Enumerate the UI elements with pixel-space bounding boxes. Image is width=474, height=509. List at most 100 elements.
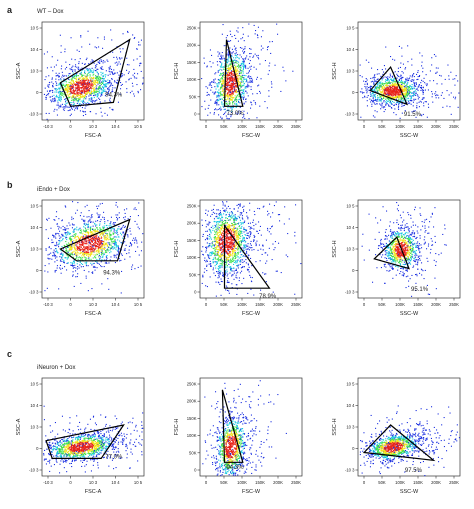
plot-frame <box>41 377 145 477</box>
y-tick-label: 250K <box>187 204 197 209</box>
y-tick-label: 10 3 <box>30 425 39 430</box>
y-tick-label: 10 5 <box>30 204 39 209</box>
x-tick-label: 200K <box>431 124 441 129</box>
y-tick-label: -10 3 <box>345 468 355 473</box>
x-axis-label: FSC-W <box>242 133 261 139</box>
y-tick-label: 10 3 <box>30 247 39 252</box>
flow-plot-panel: 77.0% -10 3 0 10 3 10 4 10 5 10 5 10 4 10 3 0 -10 … <box>16 377 145 495</box>
event-dots <box>43 405 144 474</box>
y-tick-label: 10 4 <box>30 225 39 230</box>
y-tick-label: 50K <box>189 272 197 277</box>
gate-percentage: 77.0% <box>105 454 123 460</box>
y-axis-label: SSC-A <box>16 418 22 435</box>
x-tick-label: 250K <box>449 302 459 307</box>
condition-label: WT – Dox <box>37 9 64 15</box>
gate-polygon <box>373 236 410 270</box>
x-tick-label: 0 <box>205 124 208 129</box>
gate-percentage: 94.3% <box>103 270 121 276</box>
y-axis-label: SSC-A <box>16 240 22 257</box>
gate-percentage: 95.1% <box>411 287 429 293</box>
gate-polygon <box>59 218 131 262</box>
flow-plot-panel: 73.0% 0 50K 100K 150K 200K 250K 250K 200K 150K 100… <box>174 21 303 139</box>
plot-frame <box>199 21 303 121</box>
y-tick-label: -10 3 <box>345 112 355 117</box>
x-axis-label: FSC-A <box>85 489 102 495</box>
row-letter: b <box>7 180 13 190</box>
gate-percentage: 78.9% <box>259 294 277 300</box>
x-tick-label: 150K <box>413 302 423 307</box>
x-tick-label: 10 4 <box>111 124 120 129</box>
y-tick-label: 10 4 <box>30 403 39 408</box>
condition-label: iNeuron + Dox <box>37 365 76 371</box>
y-tick-label: -10 3 <box>29 290 39 295</box>
y-tick-label: 10 5 <box>30 26 39 31</box>
y-tick-label: 10 4 <box>346 403 355 408</box>
x-tick-label: 150K <box>255 302 265 307</box>
y-tick-label: 0 <box>36 90 39 95</box>
y-tick-label: 0 <box>352 268 355 273</box>
gate-polygon <box>45 424 125 459</box>
x-axis-label: SSC-W <box>400 311 419 317</box>
flow-plot-panel: 94.3% 0 50K 100K 150K 200K 250K 250K 200K 150K 100… <box>174 377 303 495</box>
x-tick-label: 150K <box>413 124 423 129</box>
flow-plot-panel: 91.5% 0 50K 100K 150K 200K 250K 10 5 10 4 10 3 0 -1… <box>332 21 461 139</box>
gate-polygon <box>59 38 131 107</box>
x-tick-label: 0 <box>205 302 208 307</box>
x-tick-label: 10 4 <box>111 302 120 307</box>
gate-percentage: 73.0% <box>227 111 245 117</box>
y-tick-label: 10 3 <box>346 425 355 430</box>
gate-polygon <box>362 424 436 462</box>
x-tick-label: 50K <box>378 480 386 485</box>
y-tick-label: 10 5 <box>346 204 355 209</box>
x-tick-label: 50K <box>220 124 228 129</box>
y-tick-label: 10 5 <box>346 382 355 387</box>
x-tick-label: 10 5 <box>134 302 143 307</box>
x-tick-label: 100K <box>395 302 405 307</box>
y-axis-label: FSC-H <box>174 419 180 436</box>
event-dots <box>201 23 294 120</box>
event-dots <box>359 45 460 119</box>
gate-percentage: 91.5% <box>404 112 422 118</box>
y-tick-label: 10 4 <box>30 47 39 52</box>
y-tick-label: -10 3 <box>345 290 355 295</box>
event-dots <box>361 202 447 297</box>
event-dots <box>202 380 287 476</box>
y-axis-label: SSC-A <box>16 62 22 79</box>
y-tick-label: 10 5 <box>30 382 39 387</box>
y-tick-label: 0 <box>36 268 39 273</box>
x-tick-label: 100K <box>237 302 247 307</box>
x-tick-label: 10 3 <box>89 124 98 129</box>
y-tick-label: 100K <box>187 433 197 438</box>
x-tick-label: 250K <box>291 480 301 485</box>
x-tick-label: 100K <box>395 124 405 129</box>
y-tick-label: 100K <box>187 255 197 260</box>
y-tick-label: 10 3 <box>30 69 39 74</box>
y-tick-label: 10 5 <box>346 26 355 31</box>
plot-frame <box>199 199 303 299</box>
y-tick-label: 50K <box>189 450 197 455</box>
flow-plot-panel: 94.3% -10 3 0 10 3 10 4 10 5 10 5 10 4 10 3 0 -10 … <box>16 199 145 317</box>
x-axis-label: FSC-A <box>85 133 102 139</box>
x-tick-label: 10 4 <box>111 480 120 485</box>
y-tick-label: 200K <box>187 221 197 226</box>
x-tick-label: 150K <box>255 124 265 129</box>
y-tick-label: 150K <box>187 416 197 421</box>
flow-plot-panel: 78.9% 0 50K 100K 150K 200K 250K 250K 200K 150K 100… <box>174 199 303 317</box>
y-tick-label: 150K <box>187 238 197 243</box>
x-tick-label: 50K <box>378 124 386 129</box>
y-tick-label: 10 3 <box>346 69 355 74</box>
y-tick-label: 200K <box>187 43 197 48</box>
gate-percentage: 94.3% <box>105 92 123 98</box>
y-tick-label: -10 3 <box>29 468 39 473</box>
x-tick-label: 150K <box>413 480 423 485</box>
x-tick-label: 0 <box>205 480 208 485</box>
y-tick-label: 50K <box>189 94 197 99</box>
x-tick-label: 200K <box>273 480 283 485</box>
event-dots <box>43 29 144 120</box>
y-axis-label: FSC-H <box>174 241 180 258</box>
x-tick-label: 0 <box>363 480 366 485</box>
x-tick-label: 100K <box>395 480 405 485</box>
y-tick-label: 0 <box>194 290 197 295</box>
x-tick-label: 10 3 <box>89 302 98 307</box>
x-axis-label: FSC-W <box>242 489 261 495</box>
